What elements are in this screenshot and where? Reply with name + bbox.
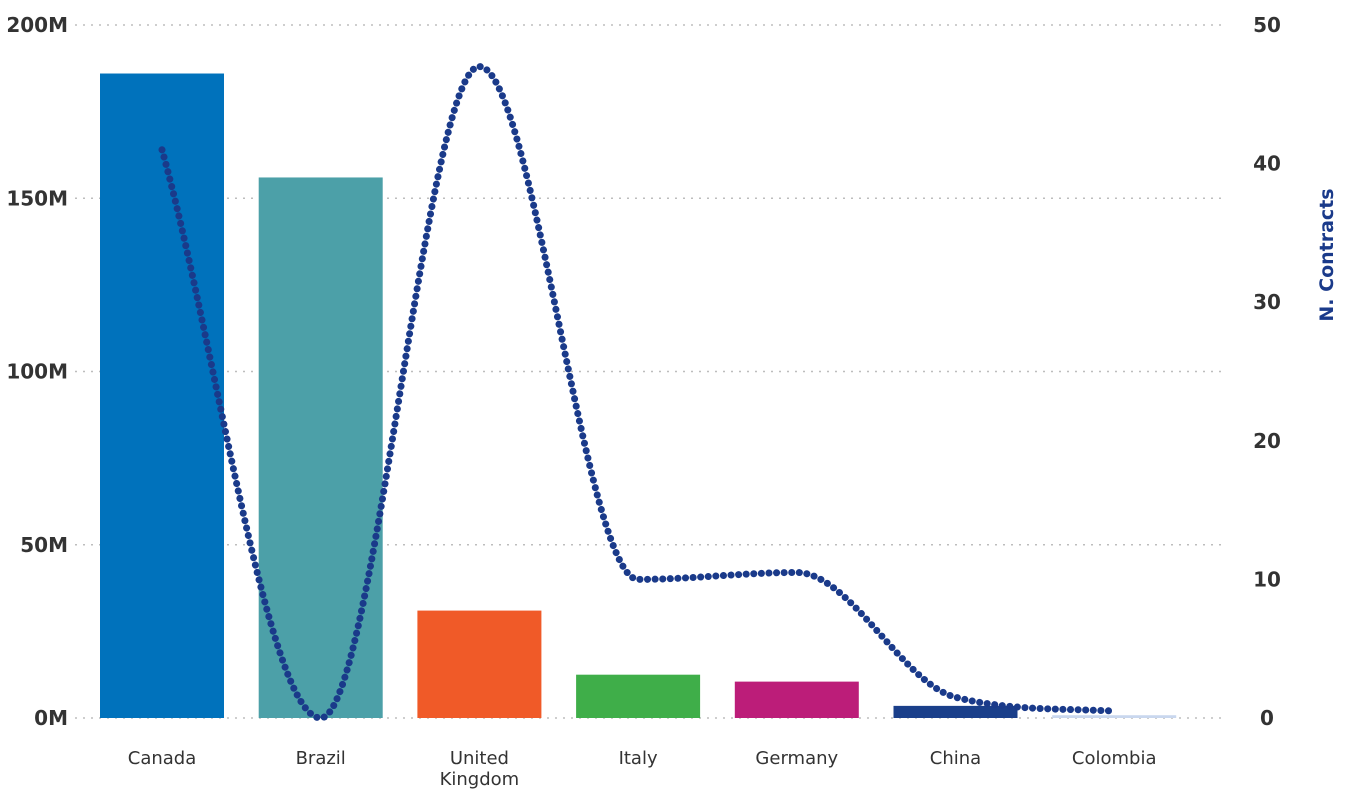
category-labels: Canada Brazil United Kingdom Italy Germany Chi… bbox=[128, 748, 1157, 790]
right-tick-label: 40 bbox=[1253, 152, 1281, 176]
right-axis-ticks: 0 10 20 30 40 50 bbox=[1253, 13, 1281, 730]
bar-china bbox=[893, 705, 1018, 718]
bar-italy bbox=[576, 674, 701, 718]
category-label: Canada bbox=[128, 748, 197, 769]
bar-canada bbox=[100, 73, 224, 718]
category-label: Italy bbox=[619, 748, 658, 769]
bar-series bbox=[100, 73, 1177, 718]
category-label: United Kingdom bbox=[440, 748, 520, 790]
right-tick-label: 0 bbox=[1260, 706, 1274, 730]
right-tick-label: 50 bbox=[1253, 13, 1281, 37]
contracts-line bbox=[158, 63, 1118, 722]
bar-germany bbox=[734, 681, 859, 718]
right-tick-label: 10 bbox=[1253, 567, 1281, 591]
category-label: Brazil bbox=[296, 748, 346, 769]
left-tick-label: 0M bbox=[34, 706, 68, 730]
bar-colombia bbox=[1052, 715, 1177, 718]
right-tick-label: 30 bbox=[1253, 290, 1281, 314]
bar-brazil bbox=[258, 177, 383, 718]
category-label: China bbox=[930, 748, 981, 769]
left-axis-ticks: 0M 50M 100M 150M 200M bbox=[6, 13, 68, 730]
left-tick-label: 150M bbox=[6, 186, 68, 210]
category-label: Colombia bbox=[1072, 748, 1157, 769]
left-tick-label: 50M bbox=[20, 533, 68, 557]
gridlines bbox=[75, 24, 1222, 719]
right-tick-label: 20 bbox=[1253, 429, 1281, 453]
left-tick-label: 100M bbox=[6, 360, 68, 384]
left-tick-label: 200M bbox=[6, 13, 68, 37]
right-axis-title: N. Contracts bbox=[1316, 188, 1338, 321]
category-label: Germany bbox=[755, 748, 838, 769]
bar-united-kingdom bbox=[417, 610, 542, 718]
